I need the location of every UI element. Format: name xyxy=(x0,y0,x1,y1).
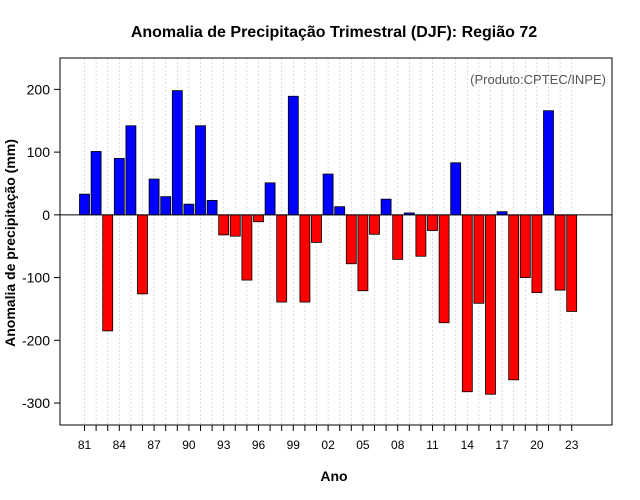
grid xyxy=(84,58,573,425)
bar-2001 xyxy=(311,214,322,243)
y-axis-label: Anomalia de precipitação (mm) xyxy=(2,139,18,347)
bar-1995 xyxy=(241,214,253,281)
x-tick-label: 96 xyxy=(252,438,266,452)
bar-1991 xyxy=(195,125,206,216)
bar-2011 xyxy=(427,214,438,231)
bar-2008 xyxy=(392,214,404,260)
bar-2003 xyxy=(334,206,346,216)
bar-2010 xyxy=(415,214,427,257)
bar-1990 xyxy=(183,203,195,216)
y-tick-label: 200 xyxy=(27,81,51,97)
bar-1996 xyxy=(253,214,264,223)
bar-2023 xyxy=(566,214,578,312)
bar-2014 xyxy=(461,214,473,393)
x-tick-label: 08 xyxy=(391,438,405,452)
bar-2007 xyxy=(380,198,392,216)
bar-1987 xyxy=(148,178,160,216)
x-tick-label: 23 xyxy=(565,438,579,452)
bar-2015 xyxy=(473,214,485,304)
bar-2002 xyxy=(322,173,334,216)
x-axis-label: Ano xyxy=(320,468,347,484)
bar-1984 xyxy=(113,157,125,216)
bars xyxy=(79,90,578,395)
y-tick-label: 100 xyxy=(27,144,51,160)
bar-2006 xyxy=(369,214,380,235)
x-tick-label: 14 xyxy=(461,438,475,452)
bar-2022 xyxy=(554,214,566,291)
y-tick-label: -100 xyxy=(22,270,50,286)
y-tick-label: 0 xyxy=(42,207,50,223)
bar-2012 xyxy=(438,214,450,324)
x-tick-label: 02 xyxy=(321,438,335,452)
y-axis: -300 -200 -100 0 100 200 xyxy=(22,81,60,411)
x-tick-label: 84 xyxy=(113,438,127,452)
bar-2013 xyxy=(450,162,462,216)
bar-2021 xyxy=(543,110,554,216)
bar-1993 xyxy=(218,214,230,236)
bar-1999 xyxy=(287,95,299,216)
y-tick-label: -300 xyxy=(22,395,50,411)
bar-2016 xyxy=(485,214,496,395)
bar-1994 xyxy=(229,214,241,237)
bar-2005 xyxy=(357,214,369,292)
bar-2020 xyxy=(531,214,543,294)
bar-1982 xyxy=(90,151,102,216)
x-tick-label: 05 xyxy=(356,438,370,452)
x-tick-label: 11 xyxy=(426,438,439,452)
plot-frame xyxy=(59,57,613,426)
bar-1981 xyxy=(79,193,90,216)
bar-2000 xyxy=(299,214,311,303)
source-annotation: (Produto:CPTEC/INPE) xyxy=(470,72,606,87)
bar-1998 xyxy=(276,214,288,303)
bar-2004 xyxy=(345,214,357,265)
x-tick-label: 81 xyxy=(78,438,92,452)
bar-2019 xyxy=(519,214,531,278)
bar-1989 xyxy=(171,90,183,216)
x-tick-label: 87 xyxy=(147,438,161,452)
y-tick-label: -200 xyxy=(22,332,50,348)
x-tick-label: 93 xyxy=(217,438,231,452)
bar-1988 xyxy=(160,196,172,216)
x-axis: 81 84 87 90 93 96 99 02 05 08 11 14 17 20 23 xyxy=(78,425,579,452)
bar-1985 xyxy=(125,125,137,216)
bar-1992 xyxy=(206,200,218,216)
x-tick-label: 99 xyxy=(287,438,301,452)
bar-1983 xyxy=(102,214,114,332)
x-tick-label: 90 xyxy=(182,438,196,452)
bar-2018 xyxy=(508,214,520,381)
x-tick-label: 17 xyxy=(495,438,509,452)
bar-1997 xyxy=(264,182,276,216)
bar-1986 xyxy=(137,214,148,295)
chart-title: Anomalia de Precipitação Trimestral (DJF… xyxy=(131,24,537,41)
x-tick-label: 20 xyxy=(530,438,544,452)
